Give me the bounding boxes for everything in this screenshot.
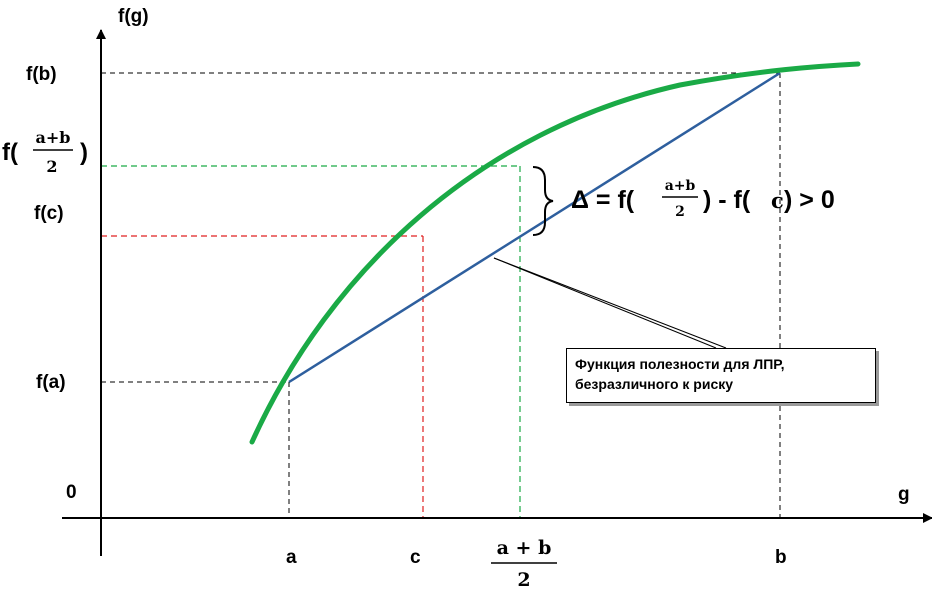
y-tick-fmid-denominator: 2 — [46, 157, 57, 176]
delta-suffix-1: ) - f( — [703, 186, 751, 214]
callout-pointer — [493, 257, 727, 349]
delta-suffix-2: ) > 0 — [784, 186, 835, 214]
x-tick-mid: a + b 2 — [491, 537, 557, 591]
linear-utility-line — [288, 71, 781, 384]
delta-prefix: Δ = f( — [571, 186, 635, 214]
y-tick-fmid-suffix: ) — [80, 139, 88, 166]
x-tick-b: b — [775, 547, 787, 568]
y-tick-fmid: f( a+b 2 ) — [2, 128, 88, 176]
origin-label: 0 — [66, 482, 77, 503]
x-tick-a: a — [286, 547, 297, 568]
y-tick-fmid-numerator: a+b — [36, 128, 71, 147]
y-tick-fmid-prefix: f( — [2, 139, 18, 166]
x-tick-mid-numerator: a + b — [497, 537, 552, 559]
y-tick-fb: f(b) — [26, 64, 57, 85]
x-tick-c: c — [410, 547, 421, 568]
delta-numerator: a+b — [665, 178, 696, 194]
guides-green — [101, 165, 521, 518]
utility-function-callout: Функция полезности для ЛПР, безразличног… — [566, 348, 876, 403]
guides-red — [101, 235, 424, 518]
delta-formula: Δ = f( a+b 2 ) - f( c ) > 0 — [571, 178, 835, 220]
concave-utility-curve — [249, 61, 861, 445]
guides-black — [101, 72, 781, 518]
delta-denominator: 2 — [675, 204, 685, 220]
y-tick-fa: f(a) — [36, 372, 66, 393]
delta-c: c — [771, 188, 784, 213]
callout-line-2: безразличного к риску — [575, 376, 734, 392]
y-axis-label: f(g) — [118, 6, 149, 27]
delta-brace — [532, 166, 554, 236]
callout-line-1: Функция полезности для ЛПР, — [575, 356, 785, 372]
x-tick-mid-denominator: 2 — [517, 569, 530, 591]
x-axis-label: g — [898, 484, 910, 505]
y-tick-fc: f(c) — [34, 203, 64, 224]
